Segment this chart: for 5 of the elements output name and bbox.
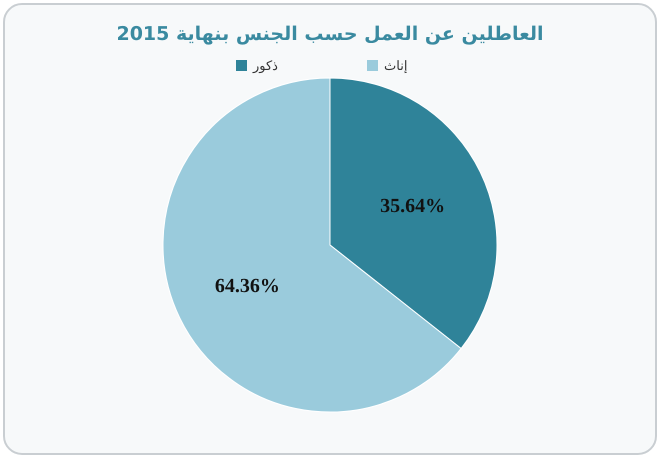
legend-label: ذكور bbox=[252, 59, 278, 74]
data-label: 35.64% bbox=[380, 194, 446, 217]
chart-title: العاطلين عن العمل حسب الجنس بنهاية 2015 bbox=[116, 23, 544, 45]
legend-label: إناث bbox=[384, 59, 408, 74]
data-label: 64.36% bbox=[214, 275, 280, 298]
